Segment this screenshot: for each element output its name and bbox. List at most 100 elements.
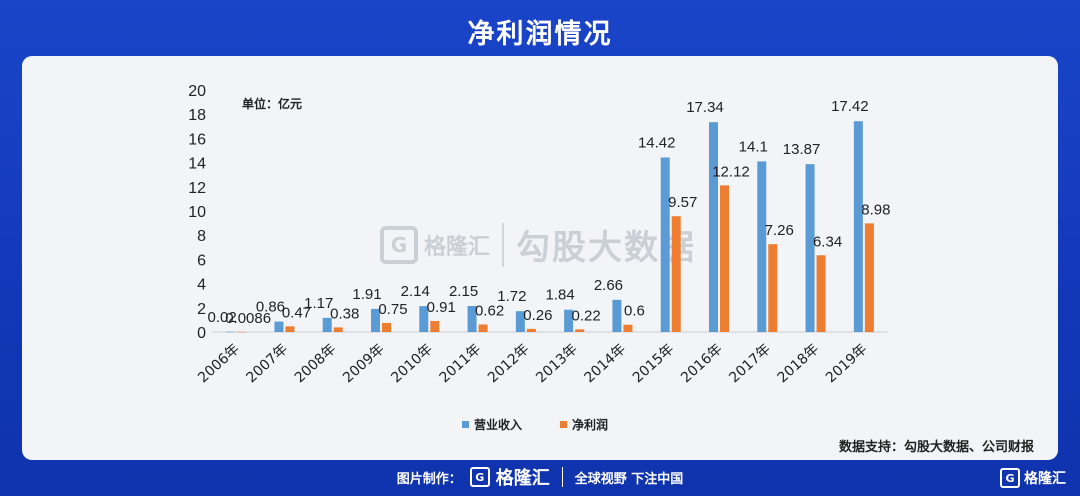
y-tick-label: 14 [188, 156, 206, 173]
y-tick-label: 0 [197, 325, 206, 342]
corner-logo-icon: G [1000, 468, 1020, 488]
revenue-data-label: 0.86 [256, 299, 285, 316]
revenue-bar [226, 331, 236, 333]
revenue-bar [322, 317, 332, 332]
revenue-data-label: 17.42 [831, 98, 869, 115]
unit-label: 单位：亿元 [242, 97, 303, 111]
revenue-bar [371, 308, 380, 332]
profit-bar [382, 322, 391, 332]
revenue-data-label: 1.84 [546, 287, 575, 304]
profit-bar [720, 185, 729, 332]
page-title: 净利润情况 [467, 19, 613, 50]
footer-prefix: 图片制作： [396, 471, 462, 487]
revenue-data-label: 2.66 [594, 277, 623, 294]
profit-bar [864, 223, 874, 332]
y-tick-label: 12 [188, 180, 206, 197]
x-tick-label: 2007年 [244, 341, 292, 386]
revenue-data-label: 2.14 [401, 283, 430, 300]
y-tick-label: 6 [197, 252, 206, 269]
profit-data-label: 0.75 [378, 301, 407, 318]
revenue-data-label: 14.42 [638, 135, 676, 152]
profit-data-label: 0.6 [624, 303, 645, 320]
revenue-data-label: 1.17 [304, 295, 333, 312]
x-tick-label: 2016年 [678, 341, 726, 386]
revenue-bar [853, 121, 863, 332]
profit-bar [237, 331, 247, 333]
footer: 图片制作： G 格隆汇 全球视野 下注中国 [0, 462, 1080, 492]
profit-data-label: 6.34 [813, 233, 842, 250]
x-tick-label: 2009年 [340, 341, 388, 386]
x-tick-label: 2019年 [823, 341, 871, 386]
profit-data-label: 7.26 [765, 222, 794, 239]
x-tick-label: 2006年 [195, 341, 243, 386]
revenue-data-label: 14.1 [739, 138, 768, 155]
profit-bar [430, 320, 440, 332]
x-tick-label: 2017年 [726, 341, 774, 386]
revenue-bar [419, 306, 429, 332]
revenue-bar [564, 309, 574, 332]
footer-slogan: 全球视野 下注中国 [574, 471, 684, 487]
profit-bar [526, 328, 536, 332]
revenue-bar [709, 122, 718, 332]
y-tick-label: 4 [197, 277, 206, 294]
footer-divider [561, 467, 563, 487]
y-tick-label: 16 [188, 131, 206, 148]
watermark-brand: 格隆汇 [424, 234, 491, 260]
legend-revenue-label: 营业收入 [474, 417, 522, 432]
footer-brand: 格隆汇 [495, 468, 550, 489]
revenue-data-label: 1.91 [352, 286, 381, 303]
watermark-divider [502, 222, 505, 267]
profit-data-label: 0.22 [572, 307, 601, 324]
revenue-data-label: 2.15 [449, 283, 478, 300]
profit-bar [333, 327, 343, 332]
revenue-bar [757, 161, 767, 332]
legend-profit-label: 净利润 [572, 417, 608, 432]
x-tick-label: 2013年 [533, 341, 581, 386]
revenue-data-label: 13.87 [783, 141, 821, 158]
x-tick-label: 2012年 [485, 341, 533, 386]
legend-profit-swatch [560, 421, 567, 428]
profit-data-label: 0.62 [475, 302, 504, 319]
profit-data-label: 8.98 [861, 201, 890, 218]
profit-bar [671, 216, 681, 332]
profit-bar [478, 324, 488, 332]
y-tick-label: 18 [188, 107, 206, 124]
x-tick-label: 2014年 [582, 341, 630, 386]
y-tick-label: 10 [188, 204, 206, 221]
profit-data-label: 9.57 [668, 194, 697, 211]
source-note: 数据支持：勾股大数据、公司财报 [838, 440, 1034, 455]
profit-data-label: 12.12 [712, 163, 750, 180]
profit-bar [285, 326, 295, 332]
revenue-data-label: 0.02 [208, 309, 237, 326]
x-tick-label: 2011年 [437, 341, 485, 386]
corner-logo: G 格隆汇 [1000, 468, 1066, 488]
footer-logo-icon: G [469, 467, 490, 487]
y-tick-label: 8 [197, 228, 206, 245]
profit-data-label: 0.26 [523, 307, 552, 324]
revenue-bar [274, 321, 284, 332]
profit-data-label: 0.91 [427, 299, 456, 316]
revenue-bar [515, 311, 525, 332]
revenue-bar [612, 299, 622, 332]
profit-data-label: 0.38 [330, 305, 359, 322]
x-tick-label: 2015年 [630, 341, 678, 386]
revenue-data-label: 1.72 [497, 288, 526, 305]
revenue-data-label: 17.34 [686, 99, 724, 116]
corner-brand: 格隆汇 [1024, 471, 1066, 487]
profit-bar [575, 329, 585, 332]
gelonghui-logo-icon: G [380, 225, 418, 264]
y-tick-label: 20 [188, 83, 206, 100]
revenue-bar [805, 164, 815, 332]
profit-data-label: 0.0086 [225, 310, 271, 327]
x-tick-label: 2010年 [388, 341, 436, 386]
x-tick-label: 2008年 [292, 341, 340, 386]
chart-panel [22, 56, 1058, 460]
profit-bar [816, 255, 826, 332]
profit-bar [768, 244, 778, 332]
profit-data-label: 0.47 [282, 304, 311, 321]
profit-bar [623, 324, 633, 332]
legend-revenue-swatch [462, 421, 469, 428]
revenue-bar [467, 305, 477, 332]
revenue-bar [660, 157, 670, 332]
